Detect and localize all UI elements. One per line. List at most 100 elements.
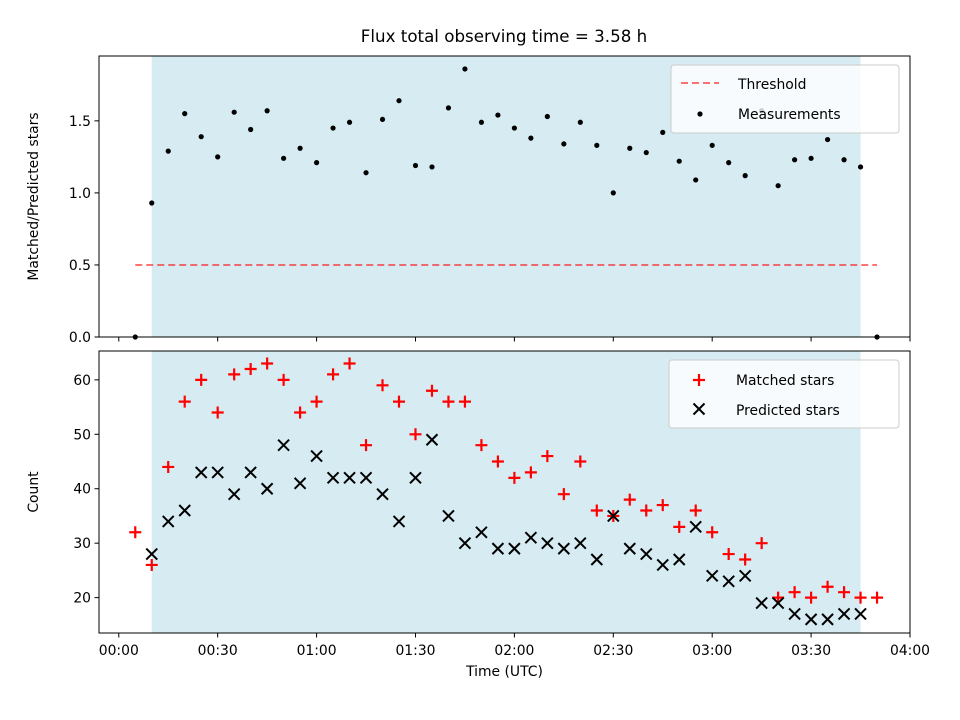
matched-star-point	[574, 455, 587, 468]
predicted-star-point	[508, 542, 521, 555]
predicted-star-point	[640, 547, 653, 561]
y-tick-label: 30	[73, 536, 91, 552]
measurement-point	[544, 113, 550, 120]
predicted-star-point	[788, 607, 801, 621]
measurement-point	[561, 141, 567, 147]
matched-star-point	[722, 548, 735, 561]
measurement-point	[693, 177, 699, 183]
predicted-star-point	[293, 477, 307, 490]
measurement-point	[495, 112, 501, 118]
predicted-star-point	[194, 466, 208, 479]
x-tick-label: 04:00	[890, 643, 930, 659]
bottom-panel-counts: 20 30 40 50 60 00:00 00:30 01:00 01:30 02:00 02:30…	[26, 350, 930, 680]
matched-star-point	[327, 368, 340, 381]
matched-star-point	[458, 395, 471, 408]
measurement-point	[231, 109, 237, 115]
predicted-star-point	[376, 487, 389, 501]
matched-star-point	[360, 439, 373, 452]
measurement-point	[363, 170, 369, 176]
legend-top: Threshold Measurements	[670, 64, 900, 134]
y-axis-label: Count	[26, 471, 42, 513]
predicted-star-point	[409, 471, 422, 485]
predicted-star-point	[227, 487, 241, 501]
y-tick-label: 40	[73, 482, 91, 498]
matched-star-point	[772, 591, 785, 604]
legend-threshold-label: Threshold	[737, 77, 806, 93]
x-tick-label: 03:30	[791, 643, 831, 659]
predicted-star-point	[310, 449, 323, 463]
measurement-point	[857, 164, 864, 170]
legend-measurement-swatch	[697, 111, 703, 117]
predicted-star-point	[557, 542, 571, 555]
y-axis-label: Matched/Predicted stars	[26, 112, 42, 280]
matched-star-point	[689, 504, 702, 517]
measurement-point	[643, 149, 649, 156]
predicted-star-point	[689, 520, 702, 534]
matched-star-point	[294, 406, 307, 419]
top-panel-ratio: 0.0 0.5 1.0 1.5 Matched/Predicted stars Thres…	[26, 55, 911, 346]
measurement-point	[281, 155, 287, 161]
measurement-point	[528, 135, 534, 141]
matched-star-point	[409, 428, 422, 441]
predicted-star-point	[524, 531, 538, 544]
y-tick-label: 60	[73, 373, 91, 389]
measurement-point	[577, 119, 583, 125]
predicted-star-point	[722, 575, 735, 588]
measurement-point	[610, 190, 616, 196]
matched-star-point	[310, 395, 323, 408]
predicted-star-point	[475, 526, 488, 539]
matched-star-point	[261, 357, 274, 370]
predicted-star-point	[656, 558, 669, 572]
x-tick-label: 02:30	[593, 643, 633, 659]
measurement-point	[248, 126, 254, 133]
matched-star-point	[541, 450, 554, 463]
predicted-star-point	[854, 607, 867, 621]
legend-predicted-swatch	[692, 402, 706, 416]
measurement-point	[215, 154, 221, 160]
legend-measurement-label: Measurements	[738, 107, 841, 123]
predicted-star-point	[804, 613, 818, 626]
legend-predicted-label: Predicted stars	[736, 403, 840, 419]
x-axis-label: Time (UTC)	[465, 664, 543, 680]
matched-star-point	[656, 499, 669, 512]
predicted-star-point	[623, 542, 636, 555]
measurement-point	[198, 134, 204, 140]
matched-star-point	[228, 368, 241, 381]
measurement-point	[742, 173, 748, 179]
matched-star-point	[673, 520, 686, 533]
matched-star-point	[788, 586, 801, 599]
matched-star-point	[805, 591, 818, 604]
measurement-point	[264, 108, 270, 114]
measurement-point	[511, 125, 517, 131]
predicted-star-point	[162, 515, 175, 528]
matched-star-point	[195, 373, 208, 386]
predicted-star-point	[425, 433, 439, 446]
matched-star-point	[524, 466, 537, 479]
matched-star-point	[640, 504, 653, 517]
y-tick-label: 20	[73, 591, 91, 607]
matched-star-point	[838, 586, 851, 599]
measurement-point	[165, 148, 171, 154]
x-tick-label: 03:00	[692, 643, 732, 659]
measurement-point	[775, 183, 781, 189]
measurement-point	[709, 142, 715, 148]
matched-star-point	[739, 553, 752, 566]
x-tick-label: 01:00	[297, 643, 337, 659]
matched-star-point	[376, 379, 389, 392]
matched-star-point	[442, 395, 455, 408]
matched-star-point	[821, 580, 834, 593]
y-tick-label: 1.0	[69, 186, 91, 202]
matched-star-point	[706, 526, 719, 539]
predicted-star-point	[442, 509, 455, 523]
measurement-point	[792, 157, 798, 163]
matched-star-point	[475, 439, 488, 452]
matched-star-point	[491, 455, 504, 468]
predicted-star-point	[837, 607, 851, 621]
predicted-star-point	[277, 438, 290, 452]
measurement-point	[726, 160, 732, 166]
y-tick-label: 0.0	[69, 330, 91, 346]
predicted-star-point	[574, 536, 587, 550]
predicted-star-point	[755, 596, 768, 610]
measurement-point	[182, 111, 188, 117]
